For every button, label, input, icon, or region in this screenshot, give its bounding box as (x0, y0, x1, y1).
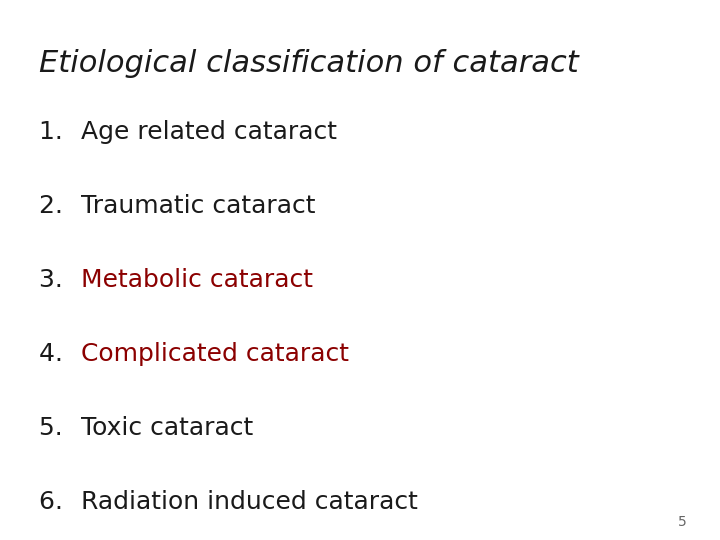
Text: 3.: 3. (39, 268, 71, 292)
Text: Traumatic cataract: Traumatic cataract (81, 194, 316, 218)
Text: 6.: 6. (39, 490, 71, 514)
Text: Complicated cataract: Complicated cataract (81, 342, 349, 366)
Text: Etiological classification of cataract: Etiological classification of cataract (39, 49, 579, 78)
Text: Metabolic cataract: Metabolic cataract (81, 268, 313, 292)
Text: 5: 5 (678, 515, 686, 529)
Text: 5.: 5. (39, 416, 71, 440)
Text: 2.: 2. (39, 194, 71, 218)
Text: 1.: 1. (39, 120, 71, 144)
Text: Radiation induced cataract: Radiation induced cataract (81, 490, 418, 514)
Text: Toxic cataract: Toxic cataract (81, 416, 253, 440)
Text: Age related cataract: Age related cataract (81, 120, 338, 144)
Text: 4.: 4. (39, 342, 71, 366)
